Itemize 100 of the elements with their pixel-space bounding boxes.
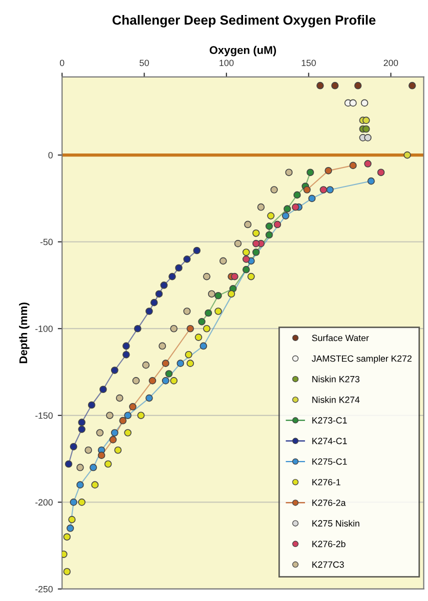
x-tick-label: 50 xyxy=(140,60,149,66)
legend-label: K273-C1 xyxy=(312,417,347,424)
point xyxy=(183,308,191,315)
point xyxy=(228,290,236,298)
x-tick-label: 0 xyxy=(60,60,64,66)
point xyxy=(320,186,328,194)
point xyxy=(293,191,301,199)
point xyxy=(84,446,92,454)
point xyxy=(230,272,238,280)
point xyxy=(354,82,362,90)
chart-title: Challenger Deep Sediment Oxygen Profile xyxy=(112,15,376,28)
point xyxy=(110,366,118,374)
point xyxy=(68,516,76,524)
point xyxy=(326,186,334,194)
point xyxy=(274,220,282,228)
point xyxy=(285,168,293,176)
point xyxy=(162,360,170,368)
y-tick-label: -250 xyxy=(35,586,53,592)
y-tick-label: -200 xyxy=(35,499,53,506)
point xyxy=(292,203,300,211)
x-tick-label: 200 xyxy=(384,60,398,66)
point xyxy=(404,151,411,159)
point xyxy=(200,342,208,350)
point xyxy=(266,222,273,230)
point xyxy=(168,272,176,280)
point xyxy=(114,446,122,454)
point xyxy=(110,429,118,436)
point xyxy=(78,498,86,506)
point xyxy=(63,533,71,541)
legend-label: Niskin K274 xyxy=(312,396,360,403)
point xyxy=(252,229,260,237)
point xyxy=(96,429,104,436)
y-tick-label: -150 xyxy=(35,412,53,419)
point xyxy=(247,272,255,280)
point xyxy=(270,186,278,194)
point xyxy=(148,377,156,384)
point xyxy=(98,452,106,460)
point xyxy=(242,248,250,256)
point xyxy=(204,309,212,317)
point xyxy=(90,464,97,472)
point xyxy=(252,248,260,256)
point xyxy=(170,377,178,384)
point xyxy=(104,460,112,468)
point xyxy=(331,82,339,90)
point xyxy=(194,334,202,341)
point xyxy=(70,498,78,506)
legend-label: K275 Niskin xyxy=(312,520,360,527)
point xyxy=(142,361,150,369)
point xyxy=(146,394,153,402)
point xyxy=(158,342,166,350)
point xyxy=(129,403,136,410)
point xyxy=(76,464,84,472)
point xyxy=(349,162,357,170)
point xyxy=(91,481,99,489)
point xyxy=(63,568,71,576)
point xyxy=(367,177,375,185)
point xyxy=(362,125,370,133)
point xyxy=(64,460,72,468)
point xyxy=(244,220,252,228)
legend-label: K275-C1 xyxy=(312,458,347,465)
point xyxy=(360,99,368,107)
point xyxy=(257,203,265,211)
point xyxy=(349,99,357,107)
point xyxy=(150,298,158,306)
point xyxy=(70,442,78,450)
y-tick-label: 0 xyxy=(48,152,53,158)
y-axis-title: Depth (mm) xyxy=(19,302,30,364)
point xyxy=(306,168,314,176)
y-tick-label: -50 xyxy=(40,238,53,246)
point xyxy=(170,324,178,332)
legend-label: K276-2b xyxy=(312,540,346,548)
legend-label: K276-1 xyxy=(312,478,340,486)
point xyxy=(364,160,372,168)
point xyxy=(242,266,250,274)
legend-label: Niskin K273 xyxy=(312,376,360,382)
point xyxy=(116,394,124,402)
legend-label: K276-2a xyxy=(312,500,346,506)
point xyxy=(203,272,210,280)
x-axis-title: Oxygen (uM) xyxy=(210,46,276,56)
point xyxy=(66,524,74,532)
point xyxy=(132,377,140,384)
point xyxy=(176,360,184,368)
point xyxy=(134,324,142,332)
point xyxy=(324,166,332,174)
point xyxy=(122,342,130,350)
x-tick-label: 100 xyxy=(220,60,234,66)
point xyxy=(362,116,370,124)
point xyxy=(308,194,316,202)
point xyxy=(99,386,107,394)
point xyxy=(284,205,291,213)
point xyxy=(198,318,206,326)
point xyxy=(155,290,163,298)
point xyxy=(377,168,385,176)
point xyxy=(242,256,250,263)
point xyxy=(183,256,191,263)
point xyxy=(252,240,260,248)
point xyxy=(146,308,153,315)
point xyxy=(160,282,168,289)
point xyxy=(124,412,132,420)
point xyxy=(88,401,96,409)
